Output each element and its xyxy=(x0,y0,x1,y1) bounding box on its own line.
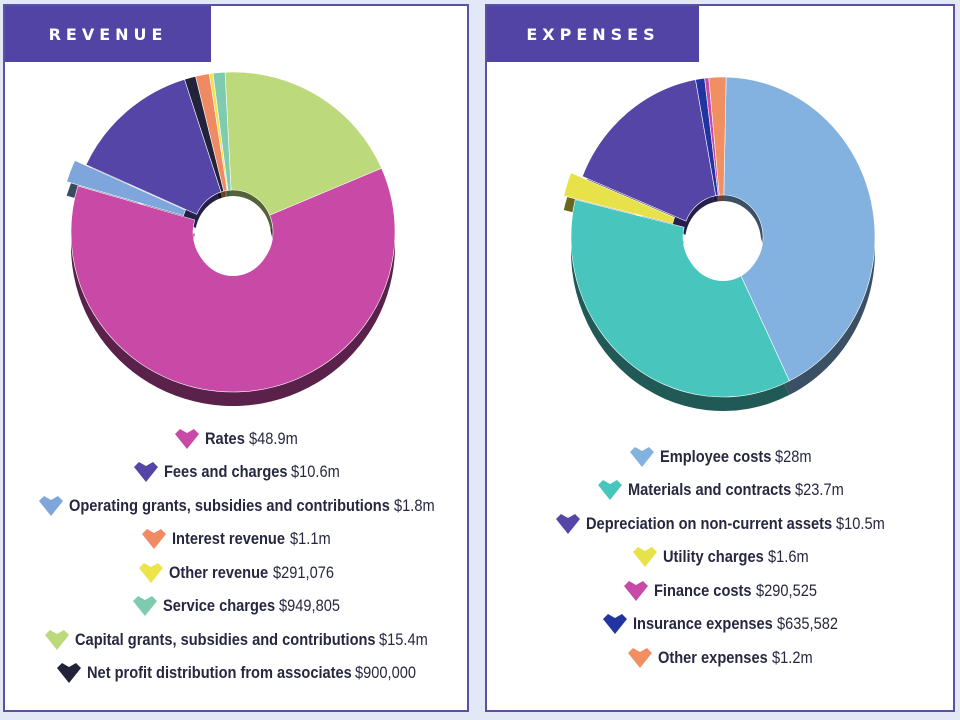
legend-value: $1.1m xyxy=(289,529,331,549)
revenue-title: REVENUE xyxy=(5,6,211,62)
legend-value: $290,525 xyxy=(756,580,817,600)
legend-value: $949,805 xyxy=(279,596,341,616)
legend-item-other-revenue: Other revenue $291,076 xyxy=(138,556,334,590)
heart-icon xyxy=(628,647,653,668)
slice-capital-grants-subsidies-and-contributions xyxy=(224,71,382,216)
legend-value: $10.5m xyxy=(836,513,886,533)
legend-value: $291,076 xyxy=(272,562,334,582)
heart-icon xyxy=(38,495,63,516)
legend-item-operating-grants-subsidies-and-contributions: Operating grants, subsidies and contribu… xyxy=(38,489,435,523)
slice-employee-costs xyxy=(723,76,876,382)
revenue-donut-chart xyxy=(66,71,396,407)
heart-icon xyxy=(139,562,164,583)
heart-icon xyxy=(632,547,657,568)
legend-item-service-charges: Service charges $949,805 xyxy=(132,590,340,624)
legend-value: $1.6m xyxy=(767,547,809,567)
slice-service-charges xyxy=(212,71,232,191)
revenue-panel: REVENUE Rates $48.9m Fees and charges $10.6… xyxy=(3,4,469,712)
legend-item-capital-grants-subsidies-and-contributions: Capital grants, subsidies and contributi… xyxy=(44,623,428,657)
legend-label: Fees and charges xyxy=(163,462,288,482)
legend-label: Interest revenue xyxy=(172,529,286,549)
legend-item-net-profit-distribution-from-associates: Net profit distribution from associates $… xyxy=(56,657,417,691)
legend-value: $900,000 xyxy=(355,663,417,683)
slice-operating-grants-subsidies-and-contributions xyxy=(66,160,186,217)
legend-value: $635,582 xyxy=(776,614,838,634)
heart-icon xyxy=(56,663,81,684)
heart-icon xyxy=(629,446,654,467)
slice-utility-charges xyxy=(563,172,675,224)
legend-item-interest-revenue: Interest revenue $1.1m xyxy=(141,523,330,557)
slice-fees-and-charges xyxy=(85,78,222,215)
slice-depreciation-on-non-current-assets xyxy=(581,79,717,222)
heart-icon xyxy=(142,529,167,550)
legend-label: Service charges xyxy=(162,596,275,616)
legend-label: Depreciation on non-current assets xyxy=(586,513,833,533)
legend-value: $28m xyxy=(775,446,812,466)
slice-other-expenses xyxy=(708,76,727,196)
legend-label: Other revenue xyxy=(169,562,269,582)
legend-item-fees-and-charges: Fees and charges $10.6m xyxy=(133,456,340,490)
legend-value: $48.9m xyxy=(249,428,299,448)
heart-icon xyxy=(556,513,581,534)
heart-icon xyxy=(175,428,200,449)
expenses-donut-chart xyxy=(563,76,876,412)
expenses-legend: Employee costs $28m Materials and contract… xyxy=(487,440,953,675)
heart-icon xyxy=(597,480,622,501)
expenses-panel: EXPENSES Employee costs $28m Materials and… xyxy=(485,4,955,712)
legend-value: $10.6m xyxy=(290,462,340,482)
legend-label: Insurance expenses xyxy=(633,614,774,634)
legend-value: $23.7m xyxy=(794,480,844,500)
legend-item-other-expenses: Other expenses $1.2m xyxy=(627,641,812,675)
donut-hole xyxy=(685,201,761,281)
donut-hole xyxy=(195,196,271,276)
heart-icon xyxy=(603,614,628,635)
heart-icon xyxy=(624,580,649,601)
legend-label: Operating grants, subsidies and contribu… xyxy=(68,495,390,515)
heart-icon xyxy=(133,462,158,483)
legend-label: Utility charges xyxy=(662,547,764,567)
expenses-title: EXPENSES xyxy=(487,6,699,62)
legend-item-insurance-expenses: Insurance expenses $635,582 xyxy=(602,608,838,642)
legend-value: $1.2m xyxy=(771,647,813,667)
legend-label: Finance costs xyxy=(654,580,752,600)
legend-label: Capital grants, subsidies and contributi… xyxy=(75,629,376,649)
legend-item-rates: Rates $48.9m xyxy=(174,422,298,456)
legend-label: Net profit distribution from associates xyxy=(86,663,352,683)
legend-label: Other expenses xyxy=(658,647,769,667)
legend-value: $15.4m xyxy=(379,629,429,649)
legend-item-finance-costs: Finance costs $290,525 xyxy=(623,574,817,608)
legend-item-utility-charges: Utility charges $1.6m xyxy=(632,541,809,575)
legend-item-employee-costs: Employee costs $28m xyxy=(629,440,812,474)
legend-label: Rates xyxy=(205,428,246,448)
legend-item-depreciation-on-non-current-assets: Depreciation on non-current assets $10.5m xyxy=(555,507,885,541)
heart-icon xyxy=(45,629,70,650)
legend-value: $1.8m xyxy=(393,495,435,515)
revenue-legend: Rates $48.9m Fees and charges $10.6m Operati… xyxy=(5,422,467,690)
legend-label: Materials and contracts xyxy=(627,480,791,500)
legend-label: Employee costs xyxy=(659,446,771,466)
legend-item-materials-and-contracts: Materials and contracts $23.7m xyxy=(597,474,844,508)
heart-icon xyxy=(132,596,157,617)
